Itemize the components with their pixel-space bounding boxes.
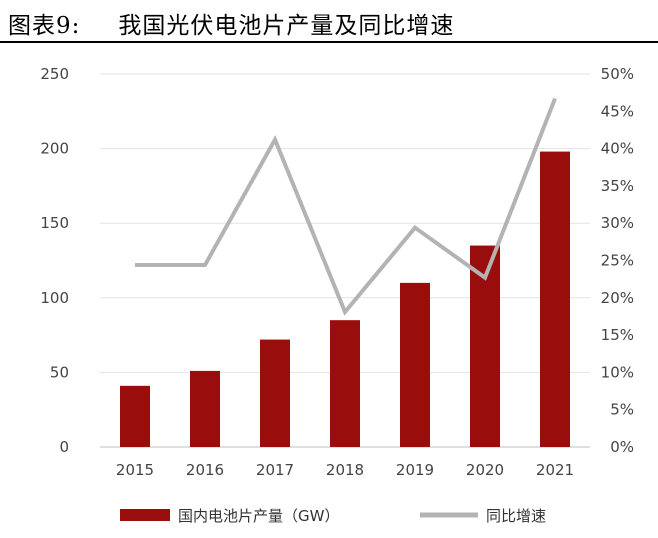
header-rule bbox=[0, 41, 658, 43]
x-axis-tick-label: 2016 bbox=[186, 461, 224, 479]
legend-bar-swatch bbox=[120, 509, 170, 521]
legend-line-label: 同比增速 bbox=[486, 507, 546, 525]
growth-rate-point-2020 bbox=[484, 277, 486, 279]
legend-bar-label: 国内电池片产量（GW） bbox=[178, 507, 339, 525]
growth-rate-point-2019 bbox=[414, 227, 416, 229]
x-axis-tick-label: 2019 bbox=[396, 461, 434, 479]
left-axis-tick-label: 50 bbox=[50, 363, 69, 381]
bar-2016 bbox=[190, 370, 220, 447]
right-axis-tick-label: 20% bbox=[601, 289, 634, 307]
left-axis-tick-label: 200 bbox=[40, 140, 69, 158]
right-axis-ticks: 0% 5% 10% 15% 20% 25% 30% 35% 40% 45% 50% bbox=[601, 65, 634, 456]
right-axis-tick-label: 45% bbox=[601, 102, 634, 120]
bar-2018 bbox=[330, 320, 360, 447]
right-axis-tick-label: 35% bbox=[601, 177, 634, 195]
left-axis-ticks: 0 50 100 150 200 250 bbox=[40, 65, 69, 456]
figure-title: 图表9: 我国光伏电池片产量及同比增速 bbox=[8, 6, 454, 40]
figure-header: 图表9: 我国光伏电池片产量及同比增速 bbox=[0, 0, 658, 44]
growth-rate-point-2016 bbox=[204, 264, 206, 266]
bar-2017 bbox=[260, 339, 290, 447]
right-axis-tick-label: 30% bbox=[601, 214, 634, 232]
right-axis-tick-label: 5% bbox=[610, 401, 634, 419]
legend: 国内电池片产量（GW） 同比增速 bbox=[120, 507, 546, 525]
bar-series bbox=[120, 151, 570, 448]
growth-rate-point-2021 bbox=[554, 98, 556, 100]
x-axis-tick-label: 2020 bbox=[466, 461, 504, 479]
line-series bbox=[134, 97, 557, 316]
left-axis-tick-label: 0 bbox=[59, 438, 69, 456]
right-axis-tick-label: 15% bbox=[601, 326, 634, 344]
right-axis-tick-label: 25% bbox=[601, 252, 634, 270]
right-axis-tick-label: 10% bbox=[601, 363, 634, 381]
x-axis-tick-label: 2021 bbox=[536, 461, 574, 479]
growth-rate-point-2015 bbox=[134, 264, 136, 266]
right-axis-tick-label: 0% bbox=[610, 438, 634, 456]
figure-number: 图表9: bbox=[8, 13, 81, 39]
bar-2021 bbox=[540, 151, 570, 448]
left-axis-tick-label: 100 bbox=[40, 289, 69, 307]
right-axis-tick-label: 40% bbox=[601, 140, 634, 158]
x-axis-ticks: 2015 2016 2017 2018 2019 2020 2021 bbox=[116, 461, 574, 479]
x-axis-tick-label: 2018 bbox=[326, 461, 364, 479]
x-axis-tick-label: 2017 bbox=[256, 461, 294, 479]
left-axis-tick-label: 250 bbox=[40, 65, 69, 83]
bar-2015 bbox=[120, 385, 150, 447]
x-axis-tick-label: 2015 bbox=[116, 461, 154, 479]
growth-rate-point-2018 bbox=[344, 311, 346, 313]
figure-title-text: 我国光伏电池片产量及同比增速 bbox=[118, 13, 455, 39]
right-axis-tick-label: 50% bbox=[601, 65, 634, 83]
left-axis-tick-label: 150 bbox=[40, 214, 69, 232]
bar-2019 bbox=[400, 282, 430, 447]
growth-rate-point-2017 bbox=[274, 139, 276, 141]
